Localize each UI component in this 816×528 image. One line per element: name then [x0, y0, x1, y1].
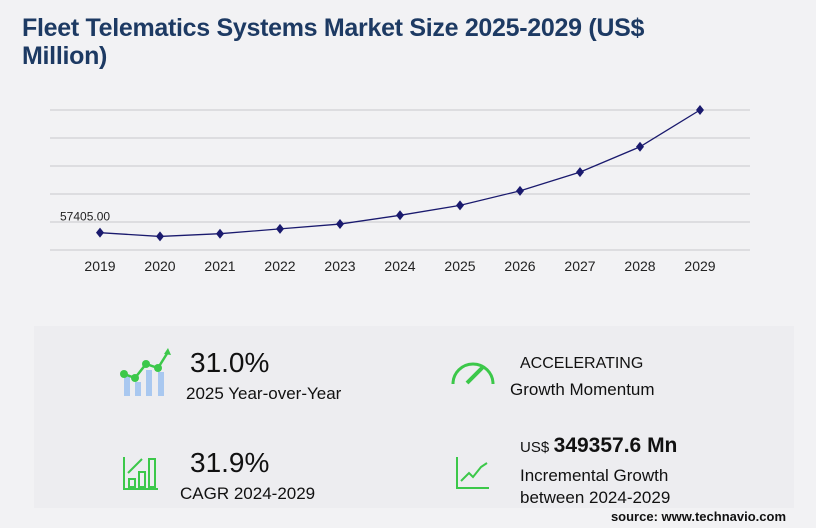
bar-trend-icon [120, 348, 171, 396]
data-point [336, 219, 344, 230]
cagr-value: 31.9% [190, 447, 270, 478]
incremental-value-row: US$ 349357.6 Mn [520, 434, 677, 458]
momentum-label: Growth Momentum [510, 380, 655, 399]
x-tick-label: 2027 [564, 258, 595, 274]
x-tick-label: 2025 [444, 258, 475, 274]
data-point [456, 200, 464, 211]
page-title: Fleet Telematics Systems Market Size 202… [22, 14, 645, 70]
data-label: 57405.00 [60, 210, 110, 224]
data-point [696, 105, 704, 115]
cagr-label: CAGR 2024-2029 [180, 484, 316, 503]
data-point [216, 228, 224, 239]
x-tick-label: 2028 [624, 258, 655, 274]
yoy-label: 2025 Year-over-Year [186, 384, 342, 403]
incremental-label-2: between 2024-2029 [520, 488, 671, 507]
x-tick-label: 2026 [504, 258, 535, 274]
trend-up-icon [456, 457, 489, 489]
data-point [156, 231, 164, 242]
data-point [96, 227, 104, 238]
currency-prefix: US$ [520, 439, 550, 456]
x-tick-label: 2029 [684, 258, 715, 274]
data-point [396, 210, 404, 221]
yoy-value: 31.0% [190, 347, 270, 378]
stats-panel [34, 326, 794, 508]
x-tick-label: 2024 [384, 258, 415, 274]
x-tick-label: 2022 [264, 258, 295, 274]
x-tick-label: 2023 [324, 258, 355, 274]
x-tick-label: 2021 [204, 258, 235, 274]
growth-chart-icon [123, 457, 158, 490]
line-chart: 2019 2020 2021 2022 2023 2024 2025 2026 2027 2028… [50, 105, 750, 274]
data-point [516, 185, 524, 196]
data-point [576, 167, 584, 178]
x-tick-label: 2019 [84, 258, 115, 274]
data-point [636, 141, 644, 152]
x-tick-label: 2020 [144, 258, 175, 274]
data-point [276, 223, 284, 234]
momentum-value: ACCELERATING [520, 355, 644, 372]
incremental-label-1: Incremental Growth [520, 466, 669, 485]
source-text: source: www.technavio.com [610, 509, 786, 524]
speedometer-icon [451, 362, 495, 385]
incremental-value: 349357.6 Mn [553, 434, 678, 457]
